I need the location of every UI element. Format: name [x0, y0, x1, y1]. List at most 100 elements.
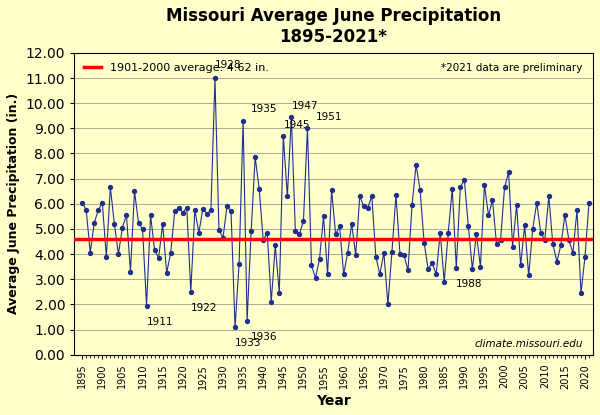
Point [230, 324, 240, 330]
Text: 1988: 1988 [456, 279, 483, 289]
Point [568, 249, 578, 256]
Point [536, 229, 545, 236]
Point [190, 207, 200, 213]
Point [347, 221, 356, 227]
Point [484, 212, 493, 218]
Point [118, 225, 127, 231]
Point [403, 267, 413, 274]
Point [560, 212, 569, 218]
Text: 1951: 1951 [316, 112, 342, 122]
Point [524, 272, 533, 279]
Point [379, 249, 389, 256]
Text: *2021 data are preliminary: *2021 data are preliminary [442, 63, 583, 73]
Text: 1936: 1936 [251, 332, 278, 342]
Point [443, 229, 453, 236]
Point [467, 266, 477, 273]
Point [548, 241, 557, 247]
Point [407, 202, 417, 208]
Point [154, 254, 163, 261]
Point [488, 197, 497, 203]
Point [504, 169, 514, 176]
Point [162, 270, 172, 276]
Point [355, 193, 365, 200]
Point [166, 249, 175, 256]
Point [259, 237, 268, 244]
Point [125, 269, 135, 275]
Point [576, 290, 586, 296]
Point [290, 228, 300, 235]
Point [584, 199, 594, 206]
Point [266, 298, 276, 305]
Text: 1928: 1928 [215, 61, 241, 71]
Point [383, 301, 393, 308]
Point [520, 222, 529, 229]
Text: 1947: 1947 [292, 101, 318, 111]
Text: 1945: 1945 [283, 120, 310, 129]
Point [234, 261, 244, 268]
Point [448, 186, 457, 192]
Point [532, 199, 542, 206]
Point [98, 199, 107, 206]
Point [299, 218, 308, 225]
Point [552, 258, 562, 265]
Point [89, 220, 99, 226]
Point [339, 271, 349, 278]
Point [387, 248, 397, 255]
Point [335, 223, 344, 230]
Point [375, 271, 385, 278]
Point [302, 125, 312, 132]
Point [254, 186, 264, 192]
Point [319, 213, 328, 220]
Point [142, 303, 151, 309]
Point [315, 256, 325, 262]
Point [150, 247, 160, 254]
Point [194, 229, 203, 236]
Point [327, 187, 337, 193]
Point [271, 242, 280, 249]
Point [182, 204, 191, 211]
Point [516, 262, 526, 269]
Point [106, 184, 115, 191]
Point [283, 193, 292, 200]
X-axis label: Year: Year [316, 394, 351, 408]
Point [580, 253, 590, 260]
Point [250, 154, 260, 161]
Point [544, 193, 554, 200]
Point [492, 241, 502, 247]
Point [371, 253, 380, 260]
Point [130, 188, 139, 195]
Legend: 1901-2000 average: 4.62 in.: 1901-2000 average: 4.62 in. [80, 59, 273, 77]
Point [214, 227, 224, 234]
Point [411, 161, 421, 168]
Point [198, 205, 208, 212]
Point [464, 223, 473, 230]
Point [540, 237, 550, 244]
Point [359, 203, 368, 210]
Point [351, 252, 361, 259]
Point [431, 271, 441, 278]
Point [138, 226, 148, 232]
Point [174, 204, 184, 211]
Point [101, 253, 111, 260]
Point [572, 207, 582, 213]
Point [436, 229, 445, 236]
Point [395, 251, 405, 257]
Point [419, 239, 429, 246]
Point [222, 203, 232, 210]
Point [479, 182, 489, 188]
Point [363, 204, 373, 211]
Point [146, 212, 155, 218]
Point [311, 275, 320, 281]
Point [238, 117, 248, 124]
Point [218, 234, 228, 241]
Point [508, 243, 517, 250]
Point [472, 231, 481, 237]
Point [278, 132, 288, 139]
Point [134, 220, 143, 226]
Point [343, 249, 352, 256]
Point [275, 290, 284, 296]
Point [455, 184, 465, 191]
Y-axis label: Average June Precipitation (in.): Average June Precipitation (in.) [7, 93, 20, 315]
Point [77, 199, 87, 206]
Point [367, 193, 377, 200]
